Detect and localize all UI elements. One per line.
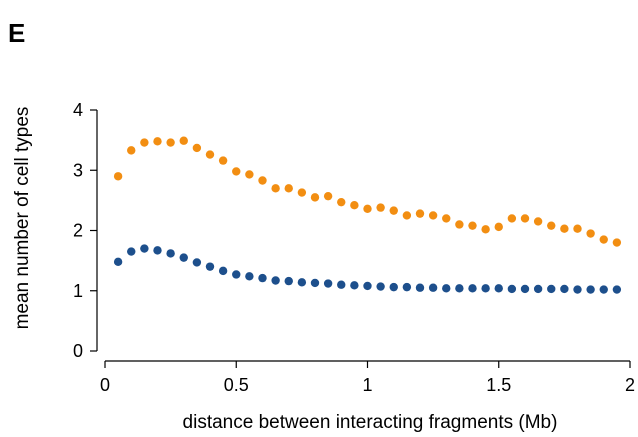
data-point	[376, 282, 385, 291]
data-point	[428, 211, 438, 220]
data-point	[455, 284, 464, 293]
data-point	[533, 284, 543, 294]
data-point	[232, 167, 241, 176]
data-point	[442, 284, 451, 293]
data-point	[389, 282, 398, 292]
data-point	[415, 209, 425, 218]
data-point	[428, 283, 438, 292]
data-point	[494, 284, 503, 293]
data-point	[507, 284, 517, 294]
data-point	[166, 249, 175, 258]
data-point	[481, 225, 490, 234]
data-point	[271, 184, 280, 193]
data-point	[284, 184, 293, 193]
data-point	[153, 246, 162, 255]
data-point	[455, 220, 464, 229]
data-point	[520, 214, 530, 223]
data-point	[612, 285, 622, 294]
y-tick-label: 3	[73, 160, 83, 180]
data-point	[297, 188, 307, 197]
data-point	[586, 285, 595, 294]
data-point	[599, 285, 608, 294]
data-points	[113, 136, 622, 294]
y-tick-label: 1	[73, 281, 83, 301]
data-point	[402, 211, 412, 220]
data-point	[389, 206, 398, 215]
data-point	[468, 284, 477, 293]
data-point	[127, 146, 136, 155]
data-point	[218, 266, 228, 276]
data-point	[232, 270, 241, 279]
data-point	[520, 284, 530, 294]
data-point	[323, 279, 333, 288]
data-point	[533, 217, 543, 226]
data-point	[179, 136, 188, 145]
data-point	[507, 214, 517, 223]
x-tick-label: 1.5	[486, 375, 511, 395]
data-point	[192, 258, 202, 267]
data-point	[205, 150, 215, 159]
data-point	[573, 285, 582, 294]
data-point	[442, 214, 451, 223]
data-point	[166, 138, 175, 147]
x-tick-label: 1	[362, 375, 372, 395]
data-point	[350, 281, 359, 290]
data-point	[113, 257, 123, 267]
data-point	[560, 284, 569, 294]
y-axis: 0 1 2 3 4	[73, 100, 98, 361]
x-tick-label: 0	[100, 375, 110, 395]
y-axis-label: mean number of cell types	[12, 107, 33, 330]
data-point	[494, 222, 503, 232]
data-point	[258, 176, 267, 185]
data-point	[271, 276, 280, 285]
data-point	[337, 197, 346, 207]
data-point	[376, 203, 385, 212]
panel-label: E	[8, 18, 25, 48]
data-point	[560, 224, 569, 233]
data-point	[179, 253, 188, 262]
data-point	[599, 235, 608, 244]
y-tick-label: 4	[73, 100, 83, 120]
data-point	[258, 273, 267, 283]
data-point	[573, 224, 582, 233]
data-point	[468, 221, 477, 230]
data-point	[297, 278, 307, 287]
x-tick-label: 2	[625, 375, 635, 395]
data-point	[310, 193, 320, 202]
series-1	[113, 136, 622, 247]
data-point	[415, 283, 425, 292]
data-point	[205, 262, 215, 271]
data-point	[113, 172, 123, 181]
y-tick-label: 2	[73, 221, 83, 241]
data-point	[350, 200, 359, 210]
series-2	[113, 244, 622, 294]
x-axis-label: distance between interacting fragments (…	[183, 412, 558, 433]
x-axis: 0 0.5 1 1.5 2	[100, 360, 635, 395]
data-point	[547, 221, 556, 230]
data-point	[245, 272, 254, 281]
data-point	[586, 229, 595, 238]
data-point	[363, 204, 372, 214]
data-point	[363, 281, 372, 291]
data-point	[337, 280, 346, 289]
data-point	[323, 191, 333, 201]
data-point	[192, 143, 202, 153]
data-point	[127, 247, 136, 256]
data-point	[310, 278, 320, 288]
x-tick-label: 0.5	[224, 375, 249, 395]
data-point	[245, 170, 254, 179]
data-point	[140, 244, 149, 253]
data-point	[218, 156, 228, 165]
data-point	[153, 137, 162, 146]
data-point	[612, 238, 622, 247]
data-point	[402, 282, 412, 292]
data-point	[481, 284, 490, 293]
data-point	[547, 284, 556, 294]
y-tick-label: 0	[73, 341, 83, 361]
data-point	[284, 276, 293, 286]
data-point	[140, 138, 149, 147]
